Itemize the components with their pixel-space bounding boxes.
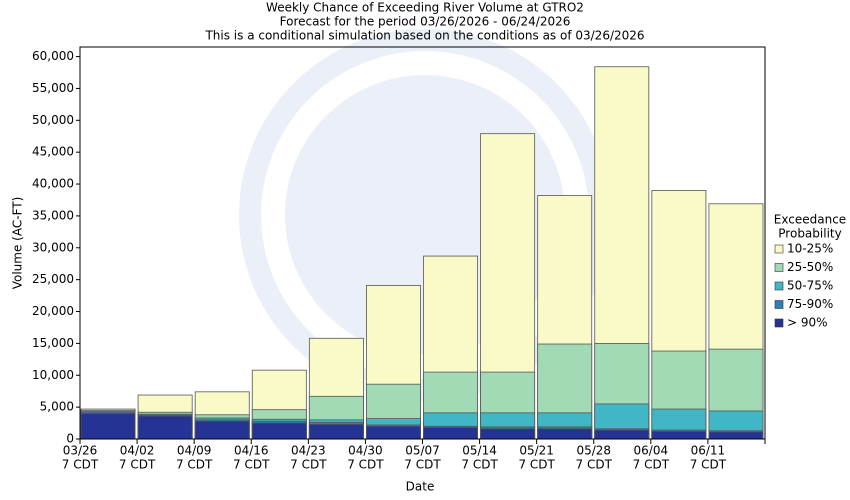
bar <box>708 431 764 440</box>
bar <box>308 423 364 440</box>
bar <box>251 422 307 440</box>
y-tick-label: 15,000 <box>32 336 74 350</box>
x-tick-sublabel: 7 CDT <box>233 458 270 472</box>
x-tick-label: 04/23 <box>291 444 326 458</box>
x-tick-label: 03/26 <box>63 444 98 458</box>
legend-swatch <box>774 244 784 254</box>
x-tick-sublabel: 7 CDT <box>62 458 99 472</box>
legend-title: Probability <box>778 227 841 241</box>
y-tick-label: 25,000 <box>32 272 74 286</box>
legend-label: 25-50% <box>787 260 833 274</box>
x-tick-sublabel: 7 CDT <box>347 458 384 472</box>
bar <box>137 415 193 440</box>
legend-swatch <box>774 281 784 291</box>
y-tick-label: 55,000 <box>32 81 74 95</box>
bar <box>366 425 421 440</box>
bar <box>194 420 250 440</box>
x-tick-sublabel: 7 CDT <box>633 458 670 472</box>
y-tick-label: 30,000 <box>32 240 74 254</box>
x-tick-label: 05/21 <box>519 444 554 458</box>
y-tick-label: 45,000 <box>32 145 74 159</box>
legend-label: 50-75% <box>787 279 833 293</box>
x-tick-sublabel: 7 CDT <box>461 458 498 472</box>
y-tick-label: 0 <box>66 432 74 446</box>
y-axis-label: Volume (AC-FT) <box>11 197 25 290</box>
y-tick-label: 40,000 <box>32 177 74 191</box>
x-tick-label: 05/07 <box>405 444 440 458</box>
y-tick-label: 10,000 <box>32 368 74 382</box>
x-tick-sublabel: 7 CDT <box>119 458 156 472</box>
x-tick-label: 05/14 <box>462 444 497 458</box>
x-tick-sublabel: 7 CDT <box>576 458 613 472</box>
y-tick-label: 60,000 <box>32 49 74 63</box>
chart-subtitle: Forecast for the period 03/26/2026 - 06/… <box>280 15 571 29</box>
legend-title: Exceedance <box>774 213 846 227</box>
bar <box>651 430 707 440</box>
y-tick-label: 5,000 <box>40 400 74 414</box>
x-tick-sublabel: 7 CDT <box>404 458 441 472</box>
legend-label: 10-25% <box>787 242 833 256</box>
y-tick-label: 20,000 <box>32 304 74 318</box>
x-tick-sublabel: 7 CDT <box>176 458 213 472</box>
x-tick-label: 04/16 <box>234 444 269 458</box>
x-tick-sublabel: 7 CDT <box>690 458 727 472</box>
bar <box>423 427 478 440</box>
legend-swatch <box>774 318 784 328</box>
x-tick-label: 06/11 <box>691 444 726 458</box>
bar <box>480 428 536 440</box>
x-tick-sublabel: 7 CDT <box>290 458 327 472</box>
legend-swatch <box>774 263 784 272</box>
legend-swatch <box>774 300 784 309</box>
x-tick-label: 04/09 <box>177 444 212 458</box>
bar <box>537 428 593 440</box>
bar <box>594 429 650 440</box>
legend-label: 75-90% <box>787 297 833 311</box>
x-tick-label: 04/02 <box>120 444 155 458</box>
x-tick-label: 04/30 <box>348 444 383 458</box>
chart-title: Weekly Chance of Exceeding River Volume … <box>266 1 584 15</box>
y-tick-label: 50,000 <box>32 113 74 127</box>
x-tick-label: 06/04 <box>634 444 669 458</box>
legend-label: > 90% <box>787 316 828 330</box>
x-tick-sublabel: 7 CDT <box>518 458 555 472</box>
y-tick-label: 35,000 <box>32 208 74 222</box>
x-axis-label: Date <box>406 480 435 494</box>
x-tick-label: 05/28 <box>576 444 611 458</box>
chart-subtitle: This is a conditional simulation based o… <box>204 29 644 43</box>
bar <box>80 413 136 440</box>
